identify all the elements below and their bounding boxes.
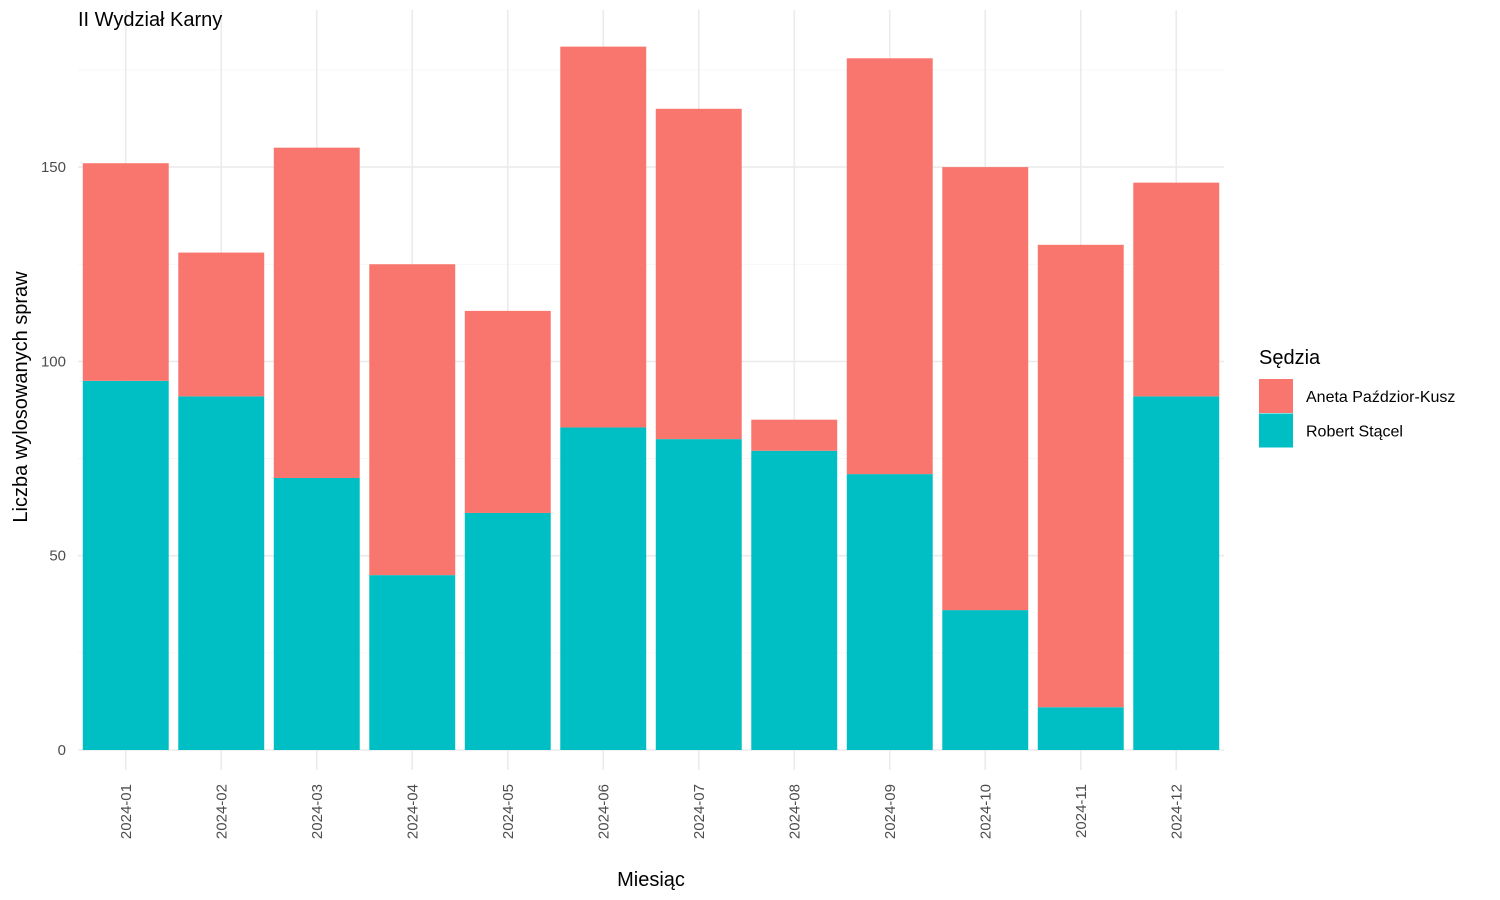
legend-swatch bbox=[1259, 379, 1293, 413]
x-tick-label: 2024-07 bbox=[691, 784, 708, 839]
bars bbox=[82, 46, 1220, 750]
x-tick-label: 2024-06 bbox=[595, 784, 612, 839]
bar-2024-07-top bbox=[655, 108, 742, 440]
bar-2024-09-top bbox=[846, 58, 933, 475]
bar-2024-09-bottom bbox=[846, 474, 933, 750]
x-tick-label: 2024-11 bbox=[1073, 784, 1090, 838]
bar-2024-12-bottom bbox=[1133, 396, 1220, 750]
x-tick-label: 2024-02 bbox=[213, 784, 230, 839]
x-tick-label: 2024-12 bbox=[1168, 784, 1185, 839]
bar-2024-12-top bbox=[1133, 182, 1220, 397]
bar-2024-04-top bbox=[369, 264, 456, 576]
bar-2024-03-bottom bbox=[273, 477, 360, 750]
x-tick-label: 2024-01 bbox=[118, 784, 135, 839]
x-tick-label: 2024-09 bbox=[882, 784, 899, 839]
bar-2024-11-bottom bbox=[1037, 707, 1124, 750]
bar-2024-08-top bbox=[751, 419, 838, 451]
bar-2024-03-top bbox=[273, 147, 360, 478]
bar-2024-06-bottom bbox=[560, 427, 647, 750]
chart-title: II Wydział Karny bbox=[78, 9, 222, 31]
y-axis-title: Liczba wylosowanych spraw bbox=[10, 271, 32, 523]
y-axis-ticks: 0 50 100 150 bbox=[41, 159, 66, 759]
legend-label: Aneta Paździor-Kusz bbox=[1306, 389, 1455, 406]
bar-2024-05-bottom bbox=[464, 512, 551, 750]
bar-2024-05-top bbox=[464, 310, 551, 513]
x-axis-ticks: 2024-01 2024-02 2024-03 2024-04 2024-05 2024-… bbox=[118, 784, 1186, 839]
bar-2024-10-top bbox=[942, 167, 1029, 611]
bar-2024-08-bottom bbox=[751, 450, 838, 750]
y-tick-label: 100 bbox=[41, 353, 66, 370]
bar-2024-04-bottom bbox=[369, 575, 456, 750]
x-axis-title: Miesiąc bbox=[617, 869, 685, 891]
y-tick-label: 0 bbox=[58, 742, 66, 759]
legend-label: Robert Stącel bbox=[1306, 424, 1403, 441]
legend-swatch bbox=[1259, 413, 1293, 448]
x-tick-label: 2024-03 bbox=[309, 784, 326, 839]
bar-2024-02-bottom bbox=[178, 396, 265, 750]
bar-2024-02-top bbox=[178, 252, 265, 397]
x-tick-label: 2024-04 bbox=[404, 784, 421, 839]
bar-2024-07-bottom bbox=[655, 439, 742, 750]
bar-2024-06-top bbox=[560, 46, 647, 428]
bar-2024-01-top bbox=[82, 163, 169, 381]
bar-2024-01-bottom bbox=[82, 380, 169, 750]
x-tick-label: 2024-08 bbox=[786, 784, 803, 839]
bar-2024-11-top bbox=[1037, 244, 1124, 708]
x-tick-label: 2024-05 bbox=[500, 784, 517, 839]
y-tick-label: 150 bbox=[41, 159, 66, 176]
legend: Sędzia Aneta Paździor-Kusz Robert Stącel bbox=[1259, 347, 1455, 448]
y-tick-label: 50 bbox=[49, 548, 66, 565]
x-tick-label: 2024-10 bbox=[977, 784, 994, 839]
legend-title: Sędzia bbox=[1259, 347, 1321, 369]
bar-2024-10-bottom bbox=[942, 610, 1029, 750]
